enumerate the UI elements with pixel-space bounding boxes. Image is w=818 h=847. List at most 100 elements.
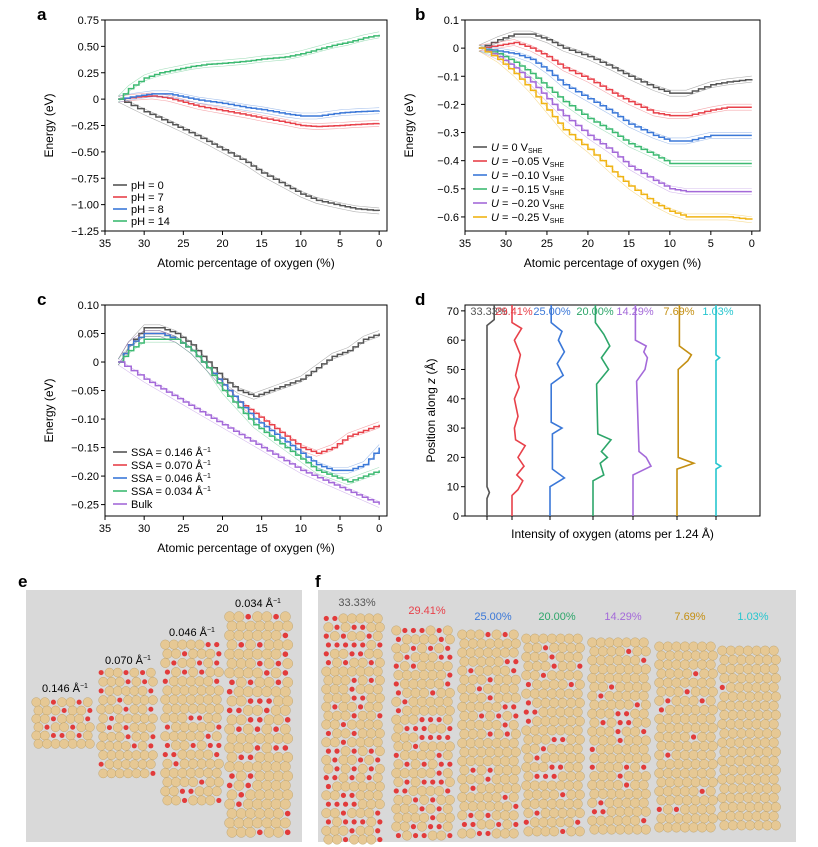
- metal-atom: [532, 734, 542, 745]
- metal-atom: [595, 708, 606, 719]
- oxygen-atom: [523, 819, 529, 825]
- metal-atom: [615, 682, 626, 692]
- metal-atom: [632, 735, 643, 746]
- metal-atom: [557, 771, 568, 782]
- metal-atom: [630, 726, 641, 737]
- metal-atom: [329, 719, 340, 730]
- metal-atom: [523, 789, 534, 800]
- oxygen-atom: [50, 699, 56, 705]
- metal-atom: [662, 822, 673, 833]
- oxygen-atom: [447, 725, 453, 732]
- metal-atom: [699, 813, 710, 824]
- metal-atom: [728, 783, 738, 794]
- metal-atom: [538, 633, 549, 644]
- metal-atom: [465, 720, 476, 730]
- metal-atom: [177, 639, 188, 650]
- series-error-upper: [478, 30, 752, 91]
- metal-atom: [372, 719, 383, 730]
- metal-atom: [252, 705, 263, 716]
- oxygen-atom: [368, 766, 374, 772]
- metal-atom: [621, 797, 632, 808]
- metal-atom: [621, 655, 632, 666]
- oxygen-atom: [438, 654, 444, 660]
- legend-var: U: [491, 212, 499, 224]
- legend-label: U = −0.15 VSHE: [491, 184, 564, 197]
- metal-atom: [587, 637, 598, 648]
- metal-atom: [595, 780, 606, 790]
- metal-atom: [725, 700, 736, 711]
- metal-atom: [196, 685, 207, 696]
- metal-atom: [332, 816, 342, 827]
- metal-atom: [211, 694, 222, 705]
- metal-atom: [621, 726, 632, 737]
- legend-var: U: [491, 170, 499, 182]
- profile-label: 1.03%: [702, 306, 733, 318]
- metal-atom: [589, 717, 600, 728]
- metal-atom: [459, 747, 470, 758]
- profile-line: [486, 305, 495, 516]
- legend-text: = −0.20 V: [499, 198, 550, 210]
- metal-atom: [474, 701, 485, 712]
- oxygen-atom: [173, 761, 179, 767]
- metal-atom: [697, 677, 708, 688]
- metal-atom: [273, 620, 284, 632]
- metal-atom: [566, 789, 577, 800]
- metal-atom: [493, 729, 504, 739]
- metal-atom: [205, 795, 216, 806]
- metal-atom: [699, 668, 710, 679]
- oxygen-atom: [142, 679, 148, 685]
- metal-atom: [529, 762, 540, 773]
- metal-atom: [434, 696, 445, 707]
- metal-atom: [656, 650, 667, 661]
- metal-atom: [372, 701, 383, 712]
- metal-atom: [162, 685, 173, 696]
- metal-atom: [736, 802, 747, 812]
- metal-atom: [436, 705, 447, 716]
- metal-atom: [680, 786, 690, 797]
- metal-atom: [662, 713, 673, 724]
- oxygen-atom: [665, 752, 671, 758]
- metal-atom: [640, 788, 651, 799]
- oxygen-atom: [673, 806, 680, 812]
- legend-label: pH = 7: [131, 192, 164, 204]
- metal-atom: [410, 634, 421, 645]
- metal-atom: [598, 646, 608, 657]
- oxygen-atom: [412, 797, 419, 803]
- metal-atom: [753, 691, 764, 702]
- oxygen-atom: [360, 624, 366, 630]
- metal-atom: [263, 827, 275, 838]
- metal-atom: [707, 795, 718, 806]
- metal-atom: [662, 641, 673, 652]
- metal-atom: [734, 792, 745, 803]
- metal-atom: [242, 648, 254, 660]
- metal-atom: [205, 648, 216, 659]
- panel-c: c35 30 25 20 15 10 5 00.100.050−0.05−0.10−0.15−…: [37, 290, 388, 555]
- metal-atom: [557, 642, 568, 653]
- metal-atom: [104, 759, 115, 770]
- metal-atom: [673, 723, 684, 733]
- metal-atom: [549, 716, 560, 727]
- oxygen-atom: [540, 672, 547, 678]
- metal-atom: [745, 728, 756, 739]
- metal-atom: [129, 704, 140, 715]
- oxygen-atom: [487, 677, 493, 683]
- metal-atom: [768, 774, 779, 785]
- metal-atom: [233, 780, 245, 791]
- oxygen-atom: [502, 631, 508, 638]
- oxygen-atom: [332, 757, 338, 763]
- metal-atom: [770, 746, 781, 757]
- y-tick-label: 0.10: [78, 300, 99, 312]
- metal-atom: [725, 664, 736, 674]
- oxygen-atom: [214, 678, 220, 684]
- metal-atom: [282, 789, 293, 801]
- metal-atom: [719, 710, 730, 720]
- oxygen-atom: [534, 810, 540, 816]
- panel-letter: d: [415, 290, 425, 309]
- metal-atom: [233, 761, 245, 772]
- oxygen-atom: [421, 761, 427, 767]
- metal-atom: [521, 798, 532, 809]
- metal-atom: [699, 686, 710, 697]
- metal-atom: [129, 667, 140, 678]
- x-tick-label: 25: [177, 238, 189, 250]
- metal-atom: [760, 664, 771, 674]
